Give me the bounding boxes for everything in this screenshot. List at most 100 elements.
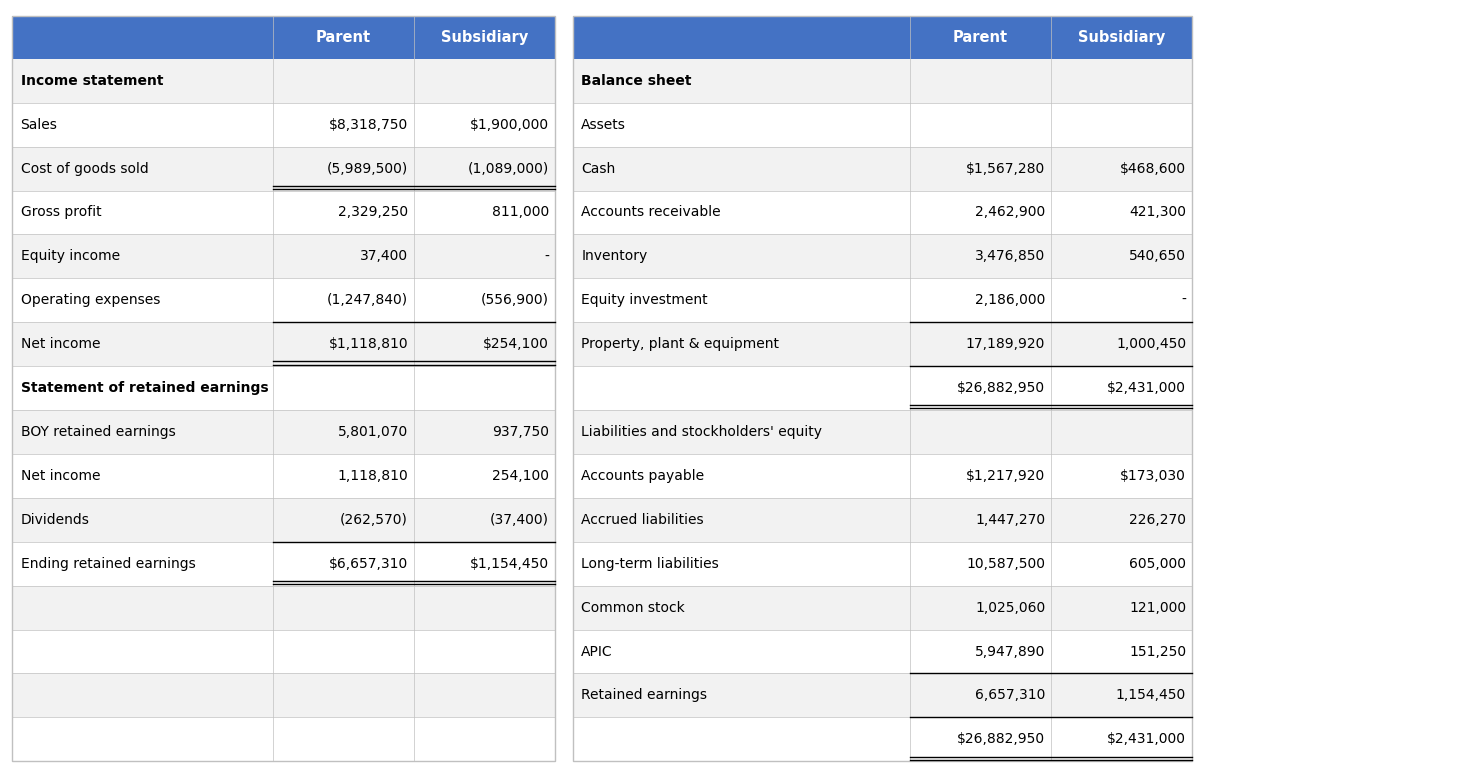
Text: $6,657,310: $6,657,310 — [329, 557, 408, 571]
Text: Property, plant & equipment: Property, plant & equipment — [581, 337, 780, 351]
Bar — [573, 410, 1192, 454]
Text: Parent: Parent — [316, 30, 371, 45]
Text: Accrued liabilities: Accrued liabilities — [581, 513, 705, 527]
Text: Subsidiary: Subsidiary — [1078, 30, 1166, 45]
Text: Net income: Net income — [21, 469, 100, 483]
Bar — [573, 16, 1192, 761]
Bar — [12, 498, 555, 542]
Bar — [12, 191, 555, 234]
Text: 37,400: 37,400 — [360, 249, 408, 263]
Text: Sales: Sales — [21, 118, 57, 132]
Text: (37,400): (37,400) — [490, 513, 549, 527]
Text: -: - — [545, 249, 549, 263]
Text: $1,154,450: $1,154,450 — [470, 557, 549, 571]
Text: 1,118,810: 1,118,810 — [338, 469, 408, 483]
Text: 2,462,900: 2,462,900 — [975, 205, 1045, 220]
Text: (1,089,000): (1,089,000) — [468, 162, 549, 176]
Bar — [12, 278, 555, 322]
Bar — [573, 673, 1192, 717]
Text: Retained earnings: Retained earnings — [581, 688, 708, 702]
Bar — [573, 16, 1192, 59]
Bar — [573, 191, 1192, 234]
Bar — [12, 16, 555, 59]
Text: $1,118,810: $1,118,810 — [329, 337, 408, 351]
Text: Income statement: Income statement — [21, 74, 163, 88]
Text: (556,900): (556,900) — [482, 293, 549, 307]
Text: $2,431,000: $2,431,000 — [1107, 732, 1186, 746]
Text: $1,900,000: $1,900,000 — [470, 118, 549, 132]
Bar — [12, 630, 555, 673]
Bar — [12, 542, 555, 586]
Text: Cash: Cash — [581, 162, 615, 176]
Text: Common stock: Common stock — [581, 601, 686, 615]
Text: 5,801,070: 5,801,070 — [338, 425, 408, 439]
Bar — [12, 673, 555, 717]
Text: Inventory: Inventory — [581, 249, 647, 263]
Text: $173,030: $173,030 — [1120, 469, 1186, 483]
Bar — [573, 59, 1192, 103]
Text: Dividends: Dividends — [21, 513, 90, 527]
Text: $254,100: $254,100 — [483, 337, 549, 351]
Text: 2,329,250: 2,329,250 — [338, 205, 408, 220]
Text: Statement of retained earnings: Statement of retained earnings — [21, 381, 269, 395]
Bar — [12, 410, 555, 454]
Bar — [573, 322, 1192, 366]
Bar — [573, 586, 1192, 630]
Bar — [573, 234, 1192, 278]
Bar — [12, 586, 555, 630]
Text: Net income: Net income — [21, 337, 100, 351]
Bar — [12, 103, 555, 147]
Text: Parent: Parent — [953, 30, 1009, 45]
Text: Gross profit: Gross profit — [21, 205, 101, 220]
Text: BOY retained earnings: BOY retained earnings — [21, 425, 175, 439]
Bar — [573, 366, 1192, 410]
Bar — [12, 147, 555, 191]
Text: $1,217,920: $1,217,920 — [966, 469, 1045, 483]
Text: 6,657,310: 6,657,310 — [975, 688, 1045, 702]
Text: 540,650: 540,650 — [1129, 249, 1186, 263]
Text: $26,882,950: $26,882,950 — [957, 381, 1045, 395]
Bar — [573, 454, 1192, 498]
Text: (5,989,500): (5,989,500) — [327, 162, 408, 176]
Text: Subsidiary: Subsidiary — [440, 30, 528, 45]
Text: Equity income: Equity income — [21, 249, 120, 263]
Text: Balance sheet: Balance sheet — [581, 74, 691, 88]
Text: $2,431,000: $2,431,000 — [1107, 381, 1186, 395]
Text: (262,570): (262,570) — [341, 513, 408, 527]
Bar — [12, 717, 555, 761]
Bar — [573, 542, 1192, 586]
Text: 121,000: 121,000 — [1129, 601, 1186, 615]
Text: 421,300: 421,300 — [1129, 205, 1186, 220]
Bar — [573, 103, 1192, 147]
Text: 1,154,450: 1,154,450 — [1116, 688, 1186, 702]
Text: Equity investment: Equity investment — [581, 293, 708, 307]
Bar — [12, 234, 555, 278]
Text: 3,476,850: 3,476,850 — [975, 249, 1045, 263]
Bar — [12, 59, 555, 103]
Text: 937,750: 937,750 — [492, 425, 549, 439]
Text: Accounts receivable: Accounts receivable — [581, 205, 721, 220]
Bar — [573, 278, 1192, 322]
Text: 254,100: 254,100 — [492, 469, 549, 483]
Text: 1,025,060: 1,025,060 — [975, 601, 1045, 615]
Text: (1,247,840): (1,247,840) — [327, 293, 408, 307]
Bar — [12, 366, 555, 410]
Text: $8,318,750: $8,318,750 — [329, 118, 408, 132]
Bar — [573, 498, 1192, 542]
Text: -: - — [1182, 293, 1186, 307]
Bar — [12, 454, 555, 498]
Bar — [573, 717, 1192, 761]
Text: 226,270: 226,270 — [1129, 513, 1186, 527]
Text: 1,000,450: 1,000,450 — [1116, 337, 1186, 351]
Text: $1,567,280: $1,567,280 — [966, 162, 1045, 176]
Text: 605,000: 605,000 — [1129, 557, 1186, 571]
Text: 5,947,890: 5,947,890 — [975, 644, 1045, 659]
Bar — [12, 16, 555, 761]
Text: 2,186,000: 2,186,000 — [975, 293, 1045, 307]
Text: Long-term liabilities: Long-term liabilities — [581, 557, 719, 571]
Text: 17,189,920: 17,189,920 — [966, 337, 1045, 351]
Text: Liabilities and stockholders' equity: Liabilities and stockholders' equity — [581, 425, 822, 439]
Text: Ending retained earnings: Ending retained earnings — [21, 557, 195, 571]
Bar — [12, 322, 555, 366]
Text: Cost of goods sold: Cost of goods sold — [21, 162, 148, 176]
